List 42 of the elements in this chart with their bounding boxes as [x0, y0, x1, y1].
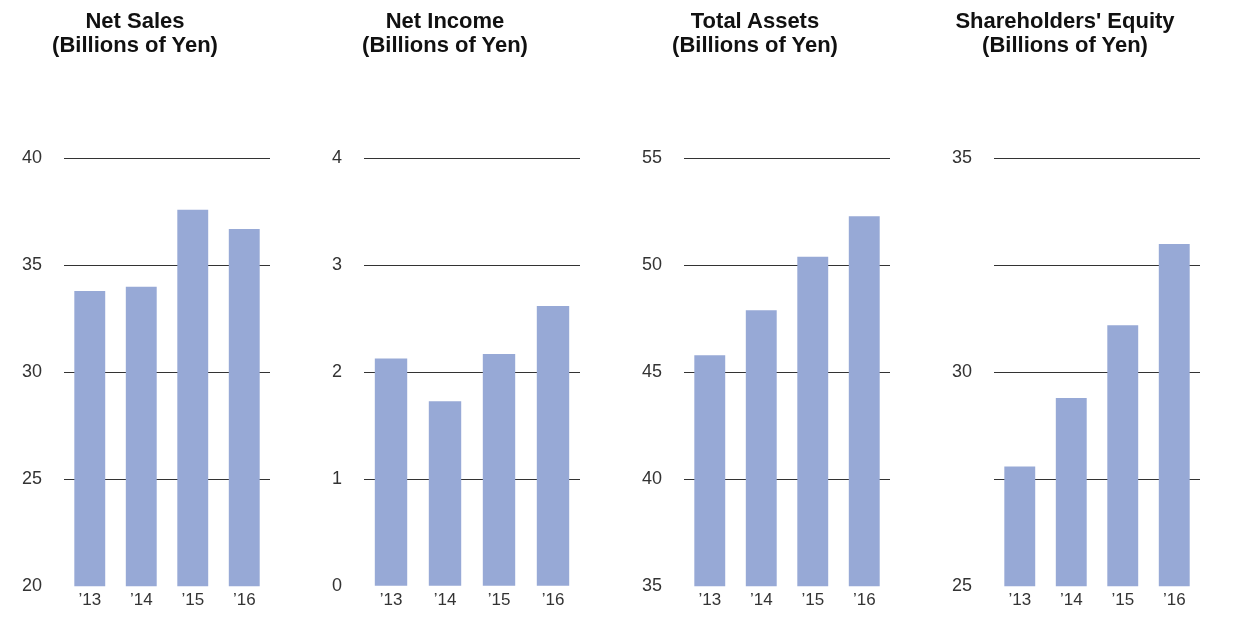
- y-tick-label: 35: [641, 575, 663, 596]
- bar: [536, 305, 570, 586]
- x-tick-label: ’14: [1059, 590, 1083, 610]
- y-tick-label: 3: [332, 254, 343, 275]
- y-tick-label: 20: [21, 575, 43, 596]
- x-tick-label: ’13: [379, 590, 403, 610]
- x-tick-label: ’16: [232, 590, 256, 610]
- x-tick-label: ’15: [1111, 590, 1135, 610]
- chart-title: Total Assets (Billions of Yen): [672, 8, 838, 58]
- chart-title: Net Income (Billions of Yen): [362, 8, 528, 58]
- x-tick-label: ’15: [181, 590, 205, 610]
- y-tick-label: 30: [21, 361, 43, 382]
- x-tick-label: ’13: [1008, 590, 1032, 610]
- y-tick-label: 25: [951, 575, 973, 596]
- y-tick-label: 35: [21, 254, 43, 275]
- bar: [374, 358, 408, 586]
- x-tick-label: ’14: [749, 590, 773, 610]
- y-tick-label: 30: [951, 361, 973, 382]
- x-tick-label: ’16: [852, 590, 876, 610]
- chart-title: Net Sales (Billions of Yen): [52, 8, 218, 58]
- y-tick-label: 40: [641, 468, 663, 489]
- y-tick-label: 55: [641, 147, 663, 168]
- y-tick-label: 2: [332, 361, 343, 382]
- y-tick-label: 25: [21, 468, 43, 489]
- y-tick-label: 1: [332, 468, 343, 489]
- bar: [428, 401, 462, 586]
- y-tick-label: 45: [641, 361, 663, 382]
- y-tick-label: 0: [332, 575, 343, 596]
- y-tick-label: 4: [332, 147, 343, 168]
- x-tick-label: ’16: [541, 590, 565, 610]
- chart-title: Shareholders' Equity (Billions of Yen): [955, 8, 1176, 58]
- x-tick-label: ’14: [129, 590, 153, 610]
- y-tick-label: 40: [21, 147, 43, 168]
- y-tick-label: 35: [951, 147, 973, 168]
- x-tick-label: ’15: [801, 590, 825, 610]
- x-tick-label: ’16: [1162, 590, 1186, 610]
- y-tick-label: 50: [641, 254, 663, 275]
- x-tick-label: ’15: [487, 590, 511, 610]
- x-tick-label: ’14: [433, 590, 457, 610]
- x-tick-label: ’13: [698, 590, 722, 610]
- bar: [482, 354, 516, 586]
- x-tick-label: ’13: [78, 590, 102, 610]
